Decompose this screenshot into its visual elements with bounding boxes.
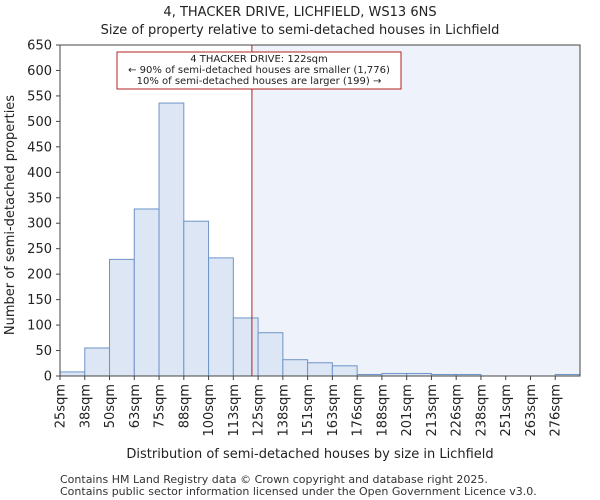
plot-frame <box>59 44 581 377</box>
x-tick-label: 63sqm <box>128 384 143 428</box>
x-tick-label: 125sqm <box>252 384 267 437</box>
footer-line-1: Contains HM Land Registry data © Crown c… <box>60 473 488 486</box>
bar-38sqm <box>84 347 111 377</box>
plot-area: 050100150200250300350400450500550600650 … <box>27 39 581 437</box>
x-tick-label: 113sqm <box>227 384 242 437</box>
bar-163sqm <box>331 365 358 377</box>
x-tick-label: 188sqm <box>375 384 390 437</box>
annotation-frame <box>116 51 402 90</box>
y-tick-label: 200 <box>27 268 52 283</box>
x-tick-label: 50sqm <box>103 384 118 428</box>
x-tick-label: 100sqm <box>202 384 217 437</box>
x-tick-label: 151sqm <box>301 384 316 437</box>
footer-line-2: Contains public sector information licen… <box>60 485 537 498</box>
y-axis-label: Number of semi-detached properties <box>3 95 18 335</box>
bar-113sqm <box>232 317 259 377</box>
y-tick-label: 0 <box>44 370 52 385</box>
x-axis-label: Distribution of semi-detached houses by … <box>126 447 493 462</box>
x-tick-label: 201sqm <box>400 384 415 437</box>
y-tick-label: 400 <box>27 166 52 181</box>
bar-88sqm <box>183 220 210 377</box>
bar-125sqm <box>257 332 284 377</box>
x-tick-label: 25sqm <box>54 384 69 428</box>
y-tick-label: 600 <box>27 64 52 79</box>
bar-50sqm <box>109 258 135 377</box>
x-tick-label: 138sqm <box>276 384 291 437</box>
bar-151sqm <box>307 362 333 377</box>
x-tick-label: 163sqm <box>326 384 341 437</box>
x-tick-label: 238sqm <box>474 384 489 437</box>
y-tick-label: 450 <box>27 140 52 155</box>
annotation-line-2: ← 90% of semi-detached houses are smalle… <box>128 65 390 76</box>
bar-138sqm <box>282 359 309 377</box>
annotation-line-1: 4 THACKER DRIVE: 122sqm <box>190 54 328 65</box>
chart-title: 4, THACKER DRIVE, LICHFIELD, WS13 6NS <box>163 5 436 20</box>
y-tick-label: 50 <box>35 344 52 359</box>
x-tick-label: 263sqm <box>524 384 539 437</box>
x-tick-label: 251sqm <box>499 384 514 437</box>
x-tick-label: 226sqm <box>450 384 465 437</box>
bar-100sqm <box>208 257 234 377</box>
x-tick-label: 75sqm <box>153 384 168 428</box>
bars-group <box>59 102 581 377</box>
annotation-line-3: 10% of semi-detached houses are larger (… <box>137 76 382 87</box>
bar-75sqm <box>158 102 185 377</box>
y-axis: 0 50 100 150 200 250 300 350 400 450 500 550 600 650 <box>27 39 60 385</box>
x-tick-label: 276sqm <box>549 384 564 437</box>
chart-subtitle: Size of property relative to semi-detach… <box>101 23 500 38</box>
y-tick-label: 250 <box>27 242 52 257</box>
highlight-region <box>251 45 580 376</box>
bar-63sqm <box>133 208 160 377</box>
y-tick-label: 100 <box>27 319 52 334</box>
y-tick-label: 350 <box>27 191 52 206</box>
x-tick-label: 176sqm <box>351 384 366 437</box>
annotation-box: 4 THACKER DRIVE: 122sqm ← 90% of semi-de… <box>116 51 402 90</box>
y-tick-label: 300 <box>27 217 52 232</box>
x-axis: 25sqm 38sqm 50sqm 63sqm 75sqm 88sqm 100sqm 113s… <box>54 376 564 437</box>
y-tick-label: 650 <box>27 39 52 54</box>
y-tick-label: 500 <box>27 115 52 130</box>
y-tick-label: 150 <box>27 293 52 308</box>
x-tick-label: 38sqm <box>78 384 93 428</box>
bar-25sqm <box>59 371 86 377</box>
y-tick-label: 550 <box>27 89 52 104</box>
x-tick-label: 88sqm <box>177 384 192 428</box>
x-tick-label: 213sqm <box>425 384 440 437</box>
